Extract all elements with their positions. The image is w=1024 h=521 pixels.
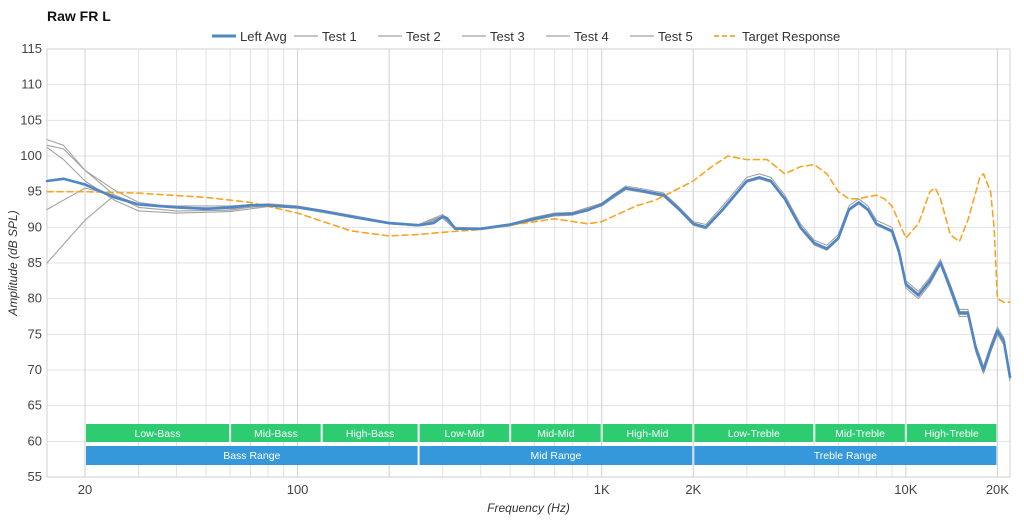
legend-label: Test 3 [490, 29, 525, 44]
y-tick-label: 110 [21, 77, 42, 92]
band-label: High-Bass [346, 428, 394, 440]
band-label: Low-Mid [445, 428, 485, 440]
band-box [419, 424, 510, 442]
band-box [231, 424, 321, 442]
y-axis-title: Amplitude (dB SPL) [6, 210, 20, 316]
band-label: Mid-Bass [254, 428, 298, 440]
y-tick-label: 55 [28, 469, 42, 484]
x-tick-label: 2K [685, 482, 701, 497]
legend-label: Test 4 [574, 29, 609, 44]
range-label: Bass Range [223, 450, 280, 462]
range-box [419, 446, 693, 465]
y-tick-label: 100 [20, 148, 42, 163]
x-tick-label: 20 [78, 482, 92, 497]
range-label: Mid Range [531, 450, 582, 462]
y-tick-label: 65 [28, 398, 42, 413]
band-label: Low-Treble [728, 428, 780, 440]
range-box [85, 446, 418, 465]
series-line-test-1 [46, 173, 1011, 375]
band-box [322, 424, 418, 442]
y-tick-label: 60 [28, 433, 42, 448]
band-label: Mid-Treble [835, 428, 885, 440]
x-tick-label: 1K [594, 482, 610, 497]
band-label: High-Treble [924, 428, 979, 440]
range-box [694, 446, 997, 465]
range-label: Treble Range [814, 450, 877, 462]
band-box [85, 424, 230, 442]
legend-label: Test 2 [406, 29, 441, 44]
band-box [906, 424, 997, 442]
y-tick-label: 90 [28, 219, 42, 234]
y-tick-label: 70 [28, 362, 42, 377]
x-tick-label: 100 [287, 482, 309, 497]
legend-label: Test 5 [658, 29, 693, 44]
y-tick-label: 75 [28, 326, 42, 341]
band-box [602, 424, 693, 442]
band-box [815, 424, 905, 442]
y-tick-label: 80 [28, 291, 42, 306]
band-box [511, 424, 601, 442]
y-tick-label: 95 [28, 184, 42, 199]
legend-label: Target Response [742, 29, 840, 44]
band-label: Mid-Mid [537, 428, 574, 440]
x-tick-label: 10K [894, 482, 917, 497]
band-label: High-Mid [626, 428, 668, 440]
legend-label: Left Avg [240, 29, 287, 44]
y-tick-label: 85 [28, 255, 42, 270]
series-line-target-response [46, 155, 1011, 303]
band-box [694, 424, 814, 442]
chart-title: Raw FR L [47, 8, 111, 24]
band-label: Low-Bass [134, 428, 180, 440]
y-tick-label: 115 [21, 41, 42, 56]
y-tick-label: 105 [20, 112, 42, 127]
series-line-left-avg [45, 176, 1012, 379]
x-tick-label: 20K [986, 482, 1009, 497]
legend-label: Test 1 [322, 29, 357, 44]
x-axis-title: Frequency (Hz) [487, 501, 570, 515]
series-line-test-3 [46, 139, 1011, 377]
